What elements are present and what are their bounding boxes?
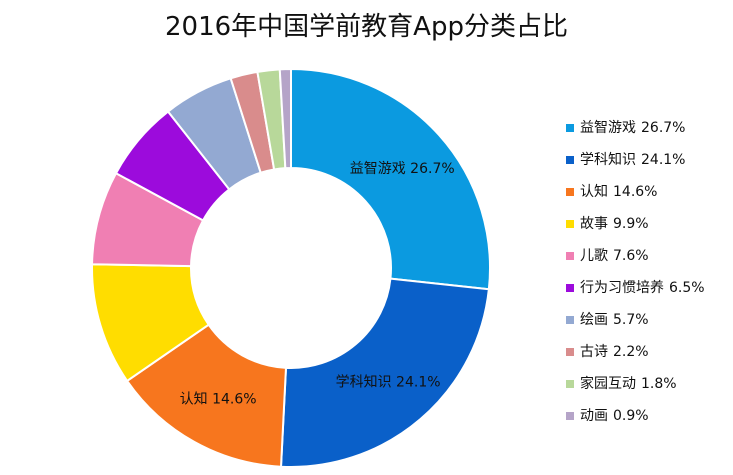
legend-swatch [566,220,574,228]
legend-label: 儿歌 7.6% [580,244,649,268]
legend-label: 古诗 2.2% [580,340,649,364]
legend-label: 动画 0.9% [580,404,649,428]
legend-item-3: 认知 14.6% [566,180,731,212]
chart-title: 2016年中国学前教育App分类占比 [165,12,568,42]
slice-10 [278,67,292,170]
legend-label: 行为习惯培养 6.5% [580,276,705,300]
legend-swatch [566,284,574,292]
legend-item-6: 行为习惯培养 6.5% [566,276,731,308]
legend-category: 儿歌 [580,248,608,264]
legend-label: 认知 14.6% [580,180,657,204]
legend-category: 故事 [580,216,608,232]
legend-label: 益智游戏 26.7% [580,116,685,140]
legend-item-8: 古诗 2.2% [566,340,731,372]
legend-value: 7.6% [613,248,649,264]
legend-value: 14.6% [613,184,658,200]
legend-label: 家园互动 1.8% [580,372,677,396]
legend-item-4: 故事 9.9% [566,212,731,244]
legend: 益智游戏 26.7% 学科知识 24.1% 认知 14.6% 故事 9.9% 儿歌 7.6% 行为习… [566,116,731,436]
slice-1 [290,67,491,291]
legend-item-9: 家园互动 1.8% [566,372,731,404]
legend-item-7: 绘画 5.7% [566,308,731,340]
legend-label: 绘画 5.7% [580,308,649,332]
legend-item-1: 益智游戏 26.7% [566,116,731,148]
data-label-2: 学科知识 24.1% [336,374,441,391]
legend-swatch [566,188,574,196]
legend-swatch [566,412,574,420]
legend-category: 动画 [580,408,608,424]
legend-value: 6.5% [669,280,705,296]
legend-category: 古诗 [580,344,608,360]
legend-label: 故事 9.9% [580,212,649,236]
legend-swatch [566,124,574,132]
legend-category: 学科知识 [580,152,636,168]
legend-value: 2.2% [613,344,649,360]
legend-swatch [566,252,574,260]
legend-item-5: 儿歌 7.6% [566,244,731,276]
legend-swatch [566,156,574,164]
legend-value: 24.1% [641,152,686,168]
legend-category: 行为习惯培养 [580,280,664,296]
legend-label: 学科知识 24.1% [580,148,685,172]
slice-2 [279,277,490,468]
legend-category: 认知 [580,184,608,200]
legend-category: 益智游戏 [580,120,636,136]
legend-swatch [566,348,574,356]
legend-category: 绘画 [580,312,608,328]
legend-value: 0.9% [613,408,649,424]
legend-item-10: 动画 0.9% [566,404,731,436]
legend-value: 26.7% [641,120,686,136]
data-label-3: 认知 14.6% [180,391,257,408]
legend-value: 9.9% [613,216,649,232]
legend-value: 5.7% [613,312,649,328]
legend-swatch [566,316,574,324]
legend-item-2: 学科知识 24.1% [566,148,731,180]
legend-category: 家园互动 [580,376,636,392]
data-label-1: 益智游戏 26.7% [350,161,455,177]
legend-value: 1.8% [641,376,677,392]
legend-swatch [566,380,574,388]
